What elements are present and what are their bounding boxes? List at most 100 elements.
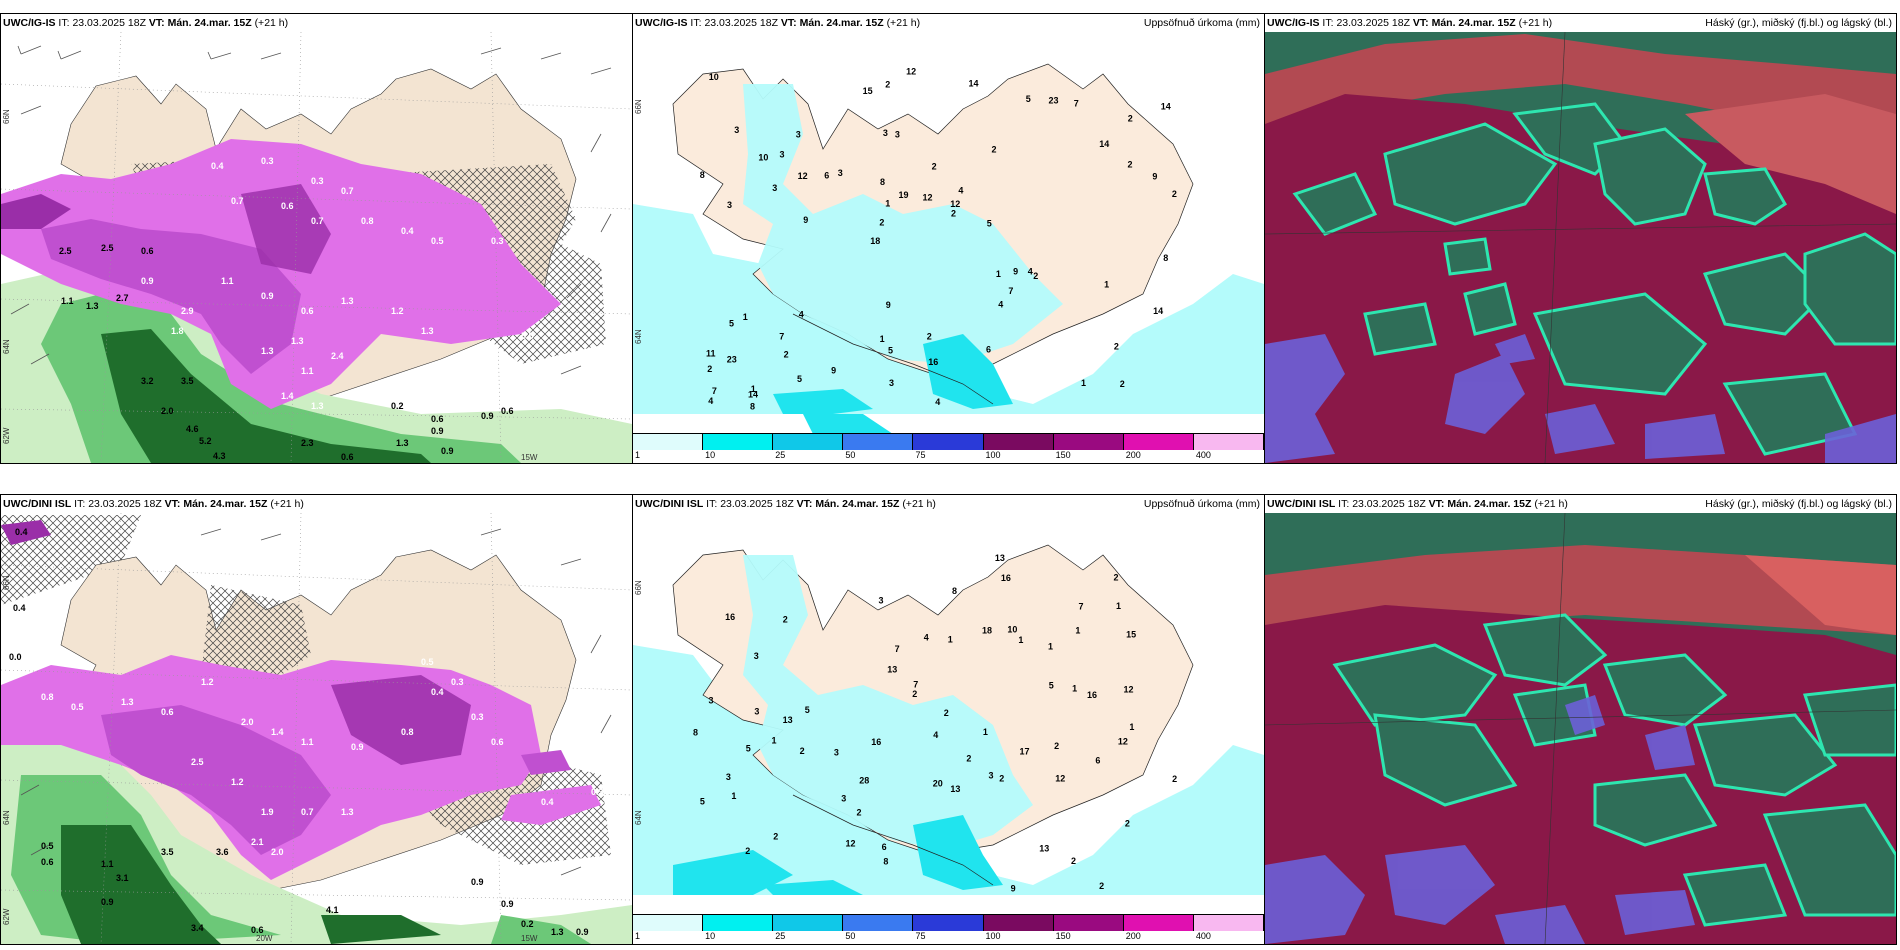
precip-value: 2 xyxy=(912,689,917,699)
svg-text:0.2: 0.2 xyxy=(391,401,404,411)
precip-map: 66N 64N 23218213213223423221221135412446… xyxy=(633,32,1264,463)
colorbar-swatch xyxy=(1193,434,1264,450)
svg-text:0.6: 0.6 xyxy=(341,452,354,462)
svg-text:0.5: 0.5 xyxy=(71,702,84,712)
precip-value: 3 xyxy=(727,200,732,210)
colorbar-swatch xyxy=(703,915,774,931)
precip-value: 2 xyxy=(1099,881,1104,891)
precip-value: 2 xyxy=(1033,271,1038,281)
precip-value: 3 xyxy=(734,125,739,135)
panel-title: Uppsöfnuð úrkoma (mm) xyxy=(1143,498,1260,510)
panel-title: Uppsöfnuð úrkoma (mm) xyxy=(1143,17,1260,29)
precip-value: 7 xyxy=(1074,99,1079,109)
vt-value: Mán. 24.mar. 15Z xyxy=(815,498,900,510)
svg-text:0.6: 0.6 xyxy=(281,201,294,211)
panel-header: UWC/IG-IS IT: 23.03.2025 18Z VT: Mán. 24… xyxy=(633,14,1264,32)
precip-value: 7 xyxy=(1008,286,1013,296)
lon-label-20w: 20W xyxy=(256,934,273,943)
svg-text:1.1: 1.1 xyxy=(301,366,314,376)
precip-value: 12 xyxy=(950,199,960,209)
vt-label: VT: xyxy=(148,17,165,29)
precip-value: 5 xyxy=(1049,681,1054,691)
svg-text:1.2: 1.2 xyxy=(201,677,214,687)
svg-text:0.9: 0.9 xyxy=(481,411,494,421)
svg-text:0.4: 0.4 xyxy=(211,161,224,171)
svg-text:0.3: 0.3 xyxy=(491,236,504,246)
precip-value: 9 xyxy=(886,300,891,310)
precip-value-labels: 2321821321322342322122113541244634591275… xyxy=(700,67,1177,412)
vt-value: Mán. 24.mar. 15Z xyxy=(799,17,884,29)
it-label: IT: xyxy=(74,498,86,510)
precip-value: 2 xyxy=(1172,189,1177,199)
precip-value: 5 xyxy=(746,744,751,754)
svg-text:0.9: 0.9 xyxy=(576,927,589,937)
precip-value: 1 xyxy=(880,334,885,344)
lat-label-62: 62W xyxy=(2,427,11,444)
precip-value: 1 xyxy=(1116,601,1121,611)
svg-text:1.1: 1.1 xyxy=(301,737,314,747)
svg-text:1.8: 1.8 xyxy=(171,326,184,336)
precip-value: 15 xyxy=(1126,630,1136,640)
precip-value: 6 xyxy=(986,345,991,355)
colorbar-swatch xyxy=(1123,434,1194,450)
lat-label-66: 66N xyxy=(2,575,11,590)
precip-value: 3 xyxy=(838,168,843,178)
precip-value: 2 xyxy=(879,218,884,228)
precip-value: 14 xyxy=(1153,306,1163,316)
cloud-map xyxy=(1265,512,1896,944)
svg-text:0.6: 0.6 xyxy=(491,737,504,747)
precip-value: 4 xyxy=(998,300,1003,310)
precip-value: 3 xyxy=(754,707,759,717)
it-value: 23.03.2025 18Z xyxy=(72,17,146,29)
precip-value: 5 xyxy=(797,374,802,384)
svg-text:1.1: 1.1 xyxy=(101,859,114,869)
colorbar-swatch xyxy=(983,915,1054,931)
precip-value: 16 xyxy=(725,612,735,622)
precip-value: 2 xyxy=(932,161,937,171)
svg-text:0.6: 0.6 xyxy=(301,306,314,316)
precip-value: 13 xyxy=(783,715,793,725)
precip-value: 3 xyxy=(772,183,777,193)
precip-value: 12 xyxy=(1124,685,1134,695)
svg-text:2.1: 2.1 xyxy=(251,837,264,847)
svg-text:1.3: 1.3 xyxy=(421,326,434,336)
precip-value: 4 xyxy=(1028,267,1033,277)
model-name: UWC/IG-IS xyxy=(635,17,688,29)
it-value: 23.03.2025 18Z xyxy=(1352,498,1426,510)
colorbar-label: 50 xyxy=(845,450,856,460)
precip-value: 1 xyxy=(731,791,736,801)
svg-text:3.5: 3.5 xyxy=(161,847,174,857)
colorbar-label: 100 xyxy=(985,931,1001,941)
svg-text:0.2: 0.2 xyxy=(521,919,534,929)
precip-value: 8 xyxy=(700,170,705,180)
precip-value: 13 xyxy=(950,784,960,794)
svg-text:1.4: 1.4 xyxy=(271,727,284,737)
wind-snow-map: 66N 64N 62W 20W 15W 0.40.40.0 0.50.60.9 … xyxy=(1,512,632,944)
svg-text:0.7: 0.7 xyxy=(311,216,324,226)
precip-value: 2 xyxy=(800,746,805,756)
svg-text:0.6: 0.6 xyxy=(501,406,514,416)
precip-value: 4 xyxy=(924,632,929,642)
precip-value: 16 xyxy=(871,737,881,747)
precip-value: 12 xyxy=(798,171,808,181)
precip-value: 16 xyxy=(1087,690,1097,700)
cloud-map xyxy=(1265,31,1896,463)
colorbar-swatch xyxy=(633,434,704,450)
vt-label: VT: xyxy=(1412,17,1429,29)
colorbar-swatch xyxy=(1193,915,1264,931)
colorbar-label: 100 xyxy=(985,450,1001,460)
colorbar-swatch xyxy=(913,434,984,450)
precip-value: 9 xyxy=(1152,171,1157,181)
precip-value: 2 xyxy=(999,773,1004,783)
colorbar: 1 10 25 50 75 100 150 200 400 xyxy=(633,433,1264,463)
lon-label-15w: 15W xyxy=(521,453,538,462)
lat-label-66: 66N xyxy=(634,580,643,595)
svg-text:0.4: 0.4 xyxy=(541,797,554,807)
vt-value: Mán. 24.mar. 15Z xyxy=(167,17,252,29)
svg-text:1.4: 1.4 xyxy=(281,391,294,401)
precip-value: 5 xyxy=(1026,94,1031,104)
precip-value: 2 xyxy=(1120,379,1125,389)
panel-dini-precip: UWC/DINI ISL IT: 23.03.2025 18Z VT: Mán.… xyxy=(632,494,1265,945)
precip-value: 1 xyxy=(1075,626,1080,636)
svg-text:1.3: 1.3 xyxy=(261,346,274,356)
